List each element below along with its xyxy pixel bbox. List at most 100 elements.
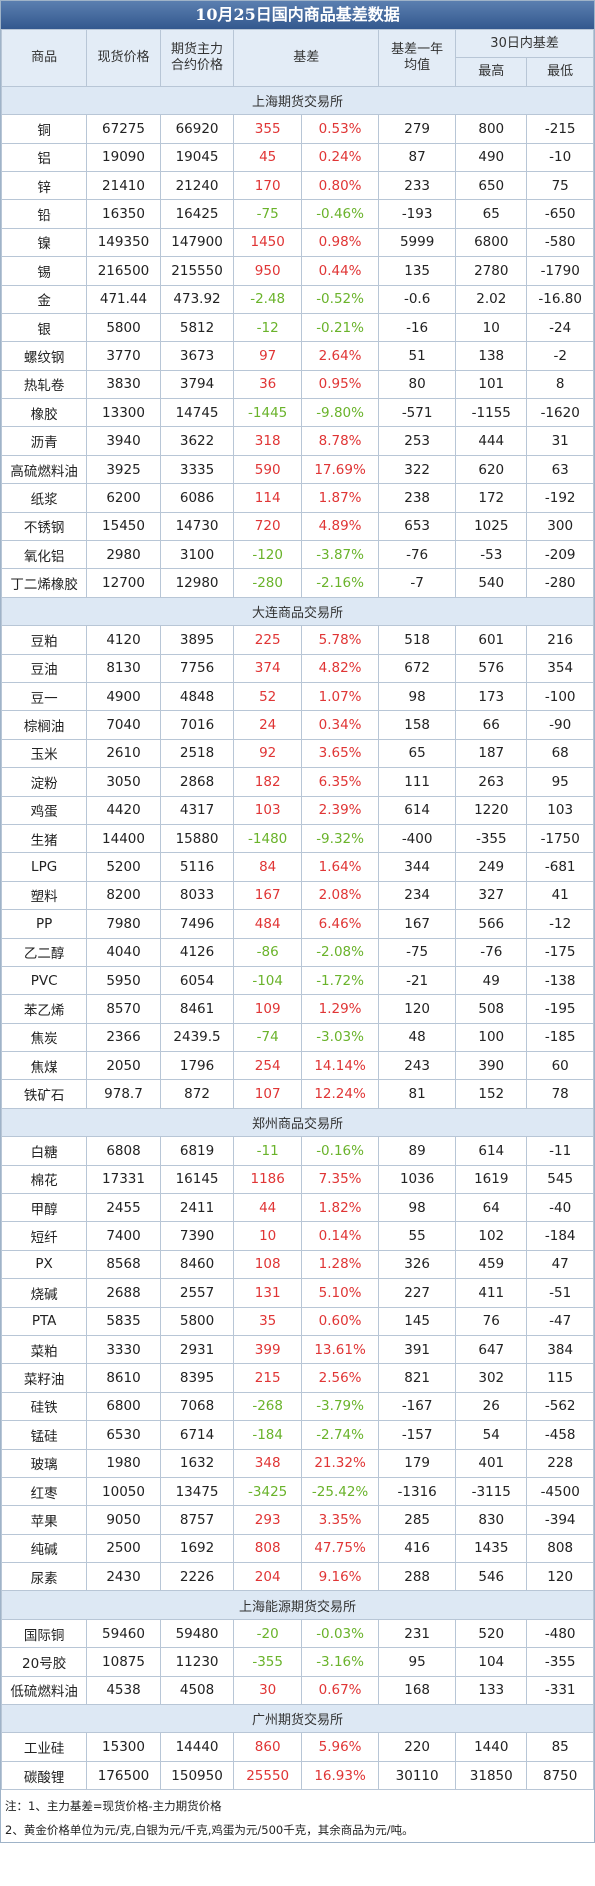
commodity-name: 金: [0, 284, 88, 314]
basis-value: -104: [233, 965, 303, 996]
futures-price: 14730: [159, 511, 235, 542]
futures-price: 3335: [159, 454, 235, 485]
basis-percent: 6.46%: [301, 909, 380, 939]
spot-price: 176500: [86, 1760, 161, 1791]
futures-price: 5812: [159, 312, 235, 343]
commodity-name: PX: [0, 1249, 88, 1280]
commodity-name: 苹果: [0, 1505, 88, 1535]
basis-value: 107: [233, 1079, 303, 1109]
basis-value: -355: [233, 1647, 303, 1677]
basis-value: -12: [233, 312, 303, 343]
table-row: 螺纹钢 3770 3673 97 2.64% 51 138 -2: [0, 341, 594, 371]
commodity-name: 豆一: [0, 681, 88, 712]
basis-value: 114: [233, 483, 303, 513]
table-row: PVC 5950 6054 -104 -1.72% -21 49 -138: [0, 965, 594, 996]
table-row: 甲醇 2455 2411 44 1.82% 98 64 -40: [0, 1193, 594, 1223]
spot-price: 6530: [86, 1420, 161, 1450]
commodity-name: 焦炭: [0, 1022, 88, 1053]
commodity-name: 玻璃: [0, 1448, 88, 1478]
basis-30d-low: -280: [526, 568, 594, 598]
table-row: 铜 67275 66920 355 0.53% 279 800 -215: [0, 114, 594, 144]
basis-30d-low: -138: [526, 965, 594, 996]
spot-price: 16350: [86, 199, 161, 229]
basis-percent: -0.03%: [301, 1618, 380, 1649]
commodity-name: 锡: [0, 256, 88, 286]
basis-value: 109: [233, 994, 303, 1024]
table-row: 红枣 10050 13475 -3425 -25.42% -1316 -3115 -4500: [0, 1476, 594, 1507]
basis-value: 103: [233, 795, 303, 825]
basis-value: -86: [233, 937, 303, 967]
futures-price: 7756: [159, 653, 235, 683]
table-row: 丁二烯橡胶 12700 12980 -280 -2.16% -7 540 -280: [0, 568, 594, 598]
basis-percent: 1.07%: [301, 681, 380, 712]
basis-30d-high: 49: [455, 965, 528, 996]
section-row: 郑州商品交易所: [1, 1107, 594, 1138]
table-row: 国际铜 59460 59480 -20 -0.03% 231 520 -480: [0, 1618, 594, 1649]
basis-30d-high: 2.02: [455, 284, 528, 314]
table-row: 碳酸锂 176500 150950 25550 16.93% 30110 31850 8750: [0, 1760, 594, 1791]
commodity-name: 白糖: [0, 1136, 88, 1166]
basis-30d-low: -4500: [526, 1476, 594, 1507]
futures-price: 59480: [159, 1618, 235, 1649]
spot-price: 3940: [86, 426, 161, 456]
basis-value: -74: [233, 1022, 303, 1053]
commodity-name: 尿素: [0, 1562, 88, 1592]
basis-30d-low: 545: [526, 1164, 594, 1195]
futures-price: 5116: [159, 852, 235, 882]
basis-30d-low: -209: [526, 540, 594, 570]
table-row: 苯乙烯 8570 8461 109 1.29% 120 508 -195: [0, 994, 594, 1024]
year-avg-basis: 87: [378, 142, 457, 172]
basis-30d-low: 60: [526, 1051, 594, 1081]
basis-30d-high: 614: [455, 1136, 528, 1166]
basis-percent: 5.78%: [301, 625, 380, 655]
year-avg-basis: 168: [378, 1675, 457, 1706]
futures-price: 2931: [159, 1334, 235, 1365]
basis-percent: 7.35%: [301, 1164, 380, 1195]
spot-price: 10050: [86, 1476, 161, 1507]
basis-value: 204: [233, 1562, 303, 1592]
basis-30d-high: 444: [455, 426, 528, 456]
basis-percent: 21.32%: [301, 1448, 380, 1478]
basis-value: 24: [233, 710, 303, 740]
futures-price: 14745: [159, 398, 235, 428]
year-avg-basis: -400: [378, 823, 457, 854]
year-avg-basis: 81: [378, 1079, 457, 1109]
year-avg-basis: -21: [378, 965, 457, 996]
basis-30d-high: 459: [455, 1249, 528, 1280]
year-avg-basis: 238: [378, 483, 457, 513]
basis-30d-high: -355: [455, 823, 528, 854]
year-avg-basis: -16: [378, 312, 457, 343]
basis-30d-low: -195: [526, 994, 594, 1024]
basis-30d-high: 302: [455, 1363, 528, 1393]
table-row: 锰硅 6530 6714 -184 -2.74% -157 54 -458: [0, 1420, 594, 1450]
basis-value: 293: [233, 1505, 303, 1535]
table-row: 高硫燃料油 3925 3335 590 17.69% 322 620 63: [0, 454, 594, 485]
spot-price: 2980: [86, 540, 161, 570]
basis-30d-low: -175: [526, 937, 594, 967]
futures-price: 16425: [159, 199, 235, 229]
table-row: 棕榈油 7040 7016 24 0.34% 158 66 -90: [0, 710, 594, 740]
basis-percent: -3.87%: [301, 540, 380, 570]
basis-30d-high: 508: [455, 994, 528, 1024]
basis-30d-high: 2780: [455, 256, 528, 286]
basis-30d-low: -16.80: [526, 284, 594, 314]
table-row: 低硫燃料油 4538 4508 30 0.67% 168 133 -331: [0, 1675, 594, 1706]
basis-30d-low: -458: [526, 1420, 594, 1450]
basis-value: 167: [233, 880, 303, 911]
basis-30d-high: 1440: [455, 1732, 528, 1762]
table-row: 菜籽油 8610 8395 215 2.56% 821 302 115: [0, 1363, 594, 1393]
footnote: 注：1、主力基差=现货价格-主力期货价格 2、黄金价格单位为元/克,白银为元/千…: [1, 1790, 594, 1842]
basis-percent: 6.35%: [301, 767, 380, 797]
basis-value: -3425: [233, 1476, 303, 1507]
table-row: PTA 5835 5800 35 0.60% 145 76 -47: [0, 1306, 594, 1336]
futures-price: 8395: [159, 1363, 235, 1393]
year-avg-basis: 285: [378, 1505, 457, 1535]
year-avg-basis: 233: [378, 170, 457, 201]
basis-value: 374: [233, 653, 303, 683]
table-row: 豆一 4900 4848 52 1.07% 98 173 -100: [0, 681, 594, 712]
commodity-name: 菜粕: [0, 1334, 88, 1365]
year-avg-basis: 821: [378, 1363, 457, 1393]
spot-price: 2050: [86, 1051, 161, 1081]
commodity-name: 生猪: [0, 823, 88, 854]
basis-percent: 0.24%: [301, 142, 380, 172]
